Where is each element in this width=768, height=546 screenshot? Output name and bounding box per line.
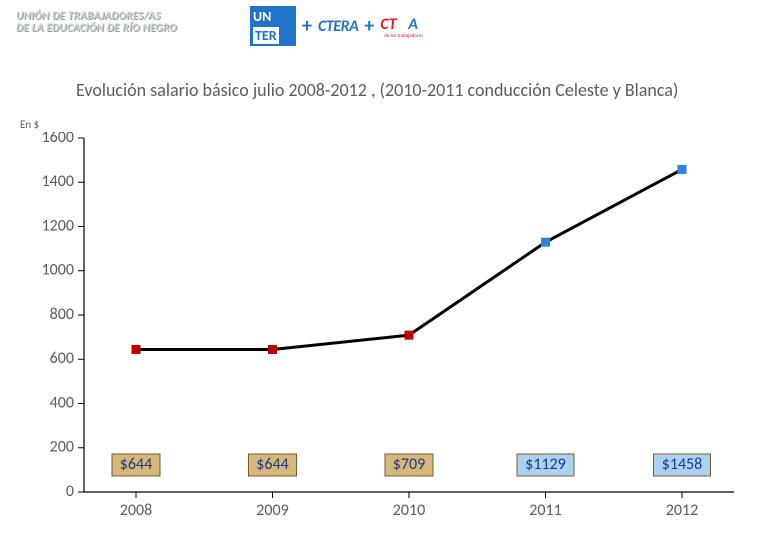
plus-icon: + bbox=[364, 14, 374, 38]
svg-text:800: 800 bbox=[50, 305, 74, 324]
svg-text:$644: $644 bbox=[120, 455, 152, 474]
svg-text:$644: $644 bbox=[256, 455, 288, 474]
cta-red: CT bbox=[380, 15, 396, 34]
unter-logo bbox=[250, 6, 296, 46]
chart-area: 0 200 400 600 800 1000 1200 1400 1600 2008 2009 201… bbox=[28, 132, 748, 532]
cta-logo: CT A de los trabajadores bbox=[380, 15, 424, 37]
svg-text:1200: 1200 bbox=[42, 216, 74, 235]
svg-text:400: 400 bbox=[50, 393, 74, 412]
svg-text:2012: 2012 bbox=[666, 501, 698, 520]
svg-text:200: 200 bbox=[50, 438, 74, 457]
chart-title: Evolución salario básico julio 2008-2012… bbox=[76, 78, 716, 102]
svg-text:2009: 2009 bbox=[256, 501, 288, 520]
svg-text:2011: 2011 bbox=[529, 501, 561, 520]
svg-text:2008: 2008 bbox=[120, 501, 152, 520]
svg-text:$1129: $1129 bbox=[525, 455, 566, 474]
svg-text:2010: 2010 bbox=[393, 501, 425, 520]
line-chart: 0 200 400 600 800 1000 1200 1400 1600 2008 2009 201… bbox=[28, 132, 748, 532]
svg-text:$709: $709 bbox=[393, 455, 425, 474]
svg-text:0: 0 bbox=[66, 482, 74, 501]
org-line2: de la Educación de Río Negro bbox=[16, 21, 177, 34]
svg-text:1600: 1600 bbox=[42, 132, 74, 147]
y-axis-title: En $ bbox=[20, 118, 39, 131]
plus-icon: + bbox=[302, 14, 312, 38]
svg-text:$1458: $1458 bbox=[662, 455, 703, 474]
svg-text:1400: 1400 bbox=[42, 172, 74, 191]
org-name-text: Unión de Trabajadores/as de la Educación… bbox=[16, 10, 246, 33]
svg-text:1000: 1000 bbox=[42, 261, 74, 280]
logo-row: + CTERA + CT A de los trabajadores bbox=[250, 6, 424, 46]
cta-blue: A bbox=[408, 15, 418, 34]
cta-sub: de los trabajadores bbox=[384, 33, 423, 39]
svg-text:600: 600 bbox=[50, 349, 74, 368]
ctera-logo: CTERA bbox=[318, 17, 358, 36]
